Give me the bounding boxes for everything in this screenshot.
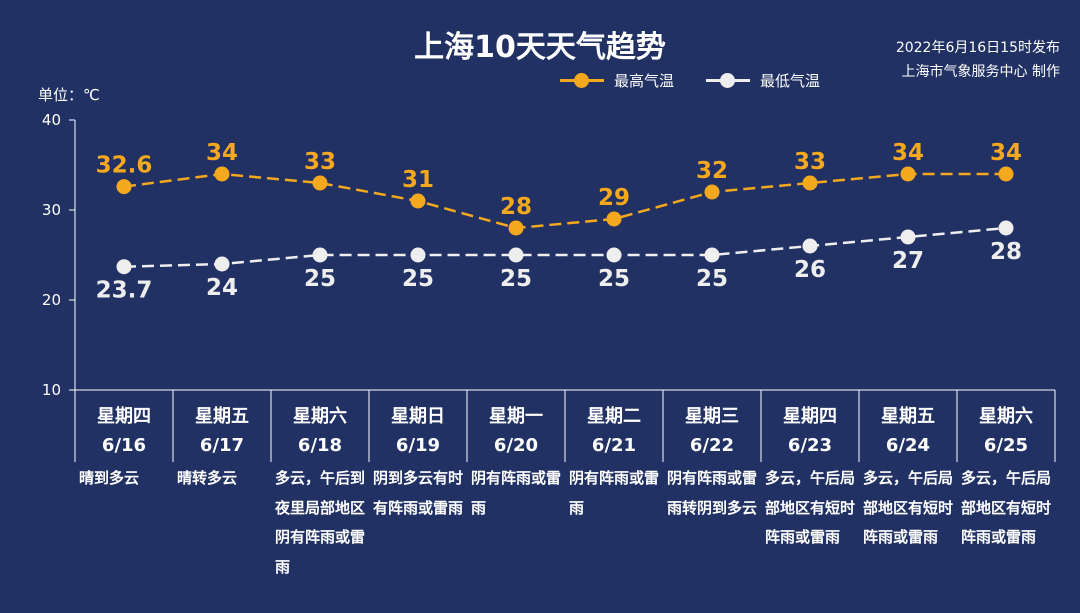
weather-description: 阴到多云有时有阵雨或雷雨 xyxy=(373,469,464,517)
weekday-label: 星期二 xyxy=(587,406,641,427)
data-label-low: 23.7 xyxy=(96,278,153,304)
weather-description: 多云，午后局部地区有短时阵雨或雷雨 xyxy=(863,469,954,546)
data-label-high: 33 xyxy=(304,149,336,175)
data-point-low xyxy=(704,247,720,263)
weather-description: 阴有阵雨或雷雨转阴到多云 xyxy=(667,469,758,517)
legend-high-label: 最高气温 xyxy=(614,72,675,90)
date-label: 6/17 xyxy=(200,435,244,456)
data-point-low xyxy=(508,247,524,263)
data-label-low: 25 xyxy=(304,266,336,292)
data-point-high xyxy=(312,175,328,191)
weekday-label: 星期一 xyxy=(489,406,543,427)
data-point-high xyxy=(704,184,720,200)
data-point-high xyxy=(998,166,1014,182)
date-label: 6/23 xyxy=(788,435,832,456)
data-point-low xyxy=(312,247,328,263)
weather-description: 多云，午后局部地区有短时阵雨或雷雨 xyxy=(765,469,856,546)
weather-description: 阴有阵雨或雷雨 xyxy=(569,469,660,517)
data-point-high xyxy=(116,179,132,195)
data-label-high: 29 xyxy=(598,185,630,211)
data-label-low: 25 xyxy=(500,266,532,292)
weather-description: 多云，午后局部地区有短时阵雨或雷雨 xyxy=(961,469,1052,546)
weekday-label: 星期三 xyxy=(685,406,739,427)
data-label-low: 25 xyxy=(402,266,434,292)
legend-low-swatch xyxy=(706,73,751,88)
date-label: 6/20 xyxy=(494,435,538,456)
data-label-low: 24 xyxy=(206,275,238,301)
y-tick-label: 40 xyxy=(42,111,61,129)
data-label-low: 27 xyxy=(892,248,924,274)
date-label: 6/19 xyxy=(396,435,440,456)
data-point-low xyxy=(802,238,818,254)
y-tick-label: 20 xyxy=(42,291,61,309)
data-point-high xyxy=(214,166,230,182)
legend: 最高气温 最低气温 xyxy=(560,70,820,91)
data-label-high: 33 xyxy=(794,149,826,175)
series-line-high xyxy=(123,172,1006,230)
series-line-low xyxy=(123,226,1007,268)
data-label-high: 32 xyxy=(696,158,728,184)
data-label-high: 34 xyxy=(990,140,1022,166)
publish-info: 2022年6月16日15时发布 上海市气象服务中心 制作 xyxy=(896,36,1060,84)
data-label-low: 25 xyxy=(598,266,630,292)
data-point-low xyxy=(606,247,622,263)
weekday-label: 星期四 xyxy=(783,406,837,427)
weather-description: 晴到多云 xyxy=(79,469,140,487)
weekday-label: 星期六 xyxy=(979,405,1033,427)
data-label-low: 25 xyxy=(696,266,728,292)
date-label: 6/21 xyxy=(592,435,636,456)
weather-description: 多云，午后到夜里局部地区阴有阵雨或雷雨 xyxy=(275,469,366,576)
data-point-high xyxy=(508,220,524,236)
data-point-high xyxy=(606,211,622,227)
publisher: 上海市气象服务中心 制作 xyxy=(901,64,1060,80)
weather-description: 阴有阵雨或雷雨 xyxy=(471,469,562,517)
data-label-high: 34 xyxy=(206,140,238,166)
y-tick-label: 30 xyxy=(42,201,61,219)
data-point-low xyxy=(900,229,916,245)
data-point-low xyxy=(410,247,426,263)
data-label-low: 26 xyxy=(794,257,826,283)
data-label-high: 32.6 xyxy=(96,153,153,179)
weekday-label: 星期日 xyxy=(391,406,445,427)
weekday-label: 星期五 xyxy=(881,406,935,427)
data-point-high xyxy=(802,175,818,191)
data-label-high: 34 xyxy=(892,140,924,166)
legend-high-swatch xyxy=(560,73,604,88)
date-label: 6/18 xyxy=(298,435,342,456)
publish-date: 2022年6月16日15时发布 xyxy=(895,40,1060,56)
y-tick-label: 10 xyxy=(42,381,61,399)
data-point-low xyxy=(116,259,132,275)
data-point-high xyxy=(900,166,916,182)
weekday-label: 星期五 xyxy=(195,406,249,427)
weather-description: 晴转多云 xyxy=(177,469,238,487)
legend-low-label: 最低气温 xyxy=(760,72,821,90)
data-label-high: 28 xyxy=(500,194,532,220)
date-label: 6/25 xyxy=(984,435,1028,456)
data-point-high xyxy=(410,193,426,209)
data-label-low: 28 xyxy=(990,239,1022,265)
data-label-high: 31 xyxy=(402,167,434,193)
weekday-label: 星期六 xyxy=(293,405,347,427)
chart-title: 上海10天天气趋势 xyxy=(414,30,666,65)
date-label: 6/22 xyxy=(690,435,734,456)
legend-item-high: 最高气温 xyxy=(560,70,674,91)
weekday-label: 星期四 xyxy=(97,406,151,427)
legend-item-low: 最低气温 xyxy=(706,70,820,91)
date-label: 6/24 xyxy=(886,435,930,456)
data-point-low xyxy=(998,220,1014,236)
date-label: 6/16 xyxy=(102,435,146,456)
data-point-low xyxy=(214,256,230,272)
unit-label: 单位：℃ xyxy=(38,86,100,104)
